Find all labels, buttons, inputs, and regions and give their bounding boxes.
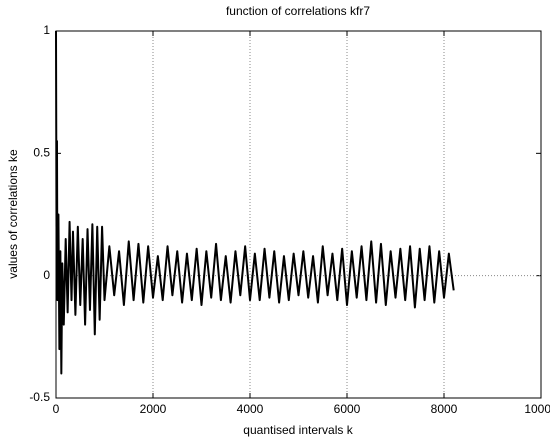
x-axis-label: quantised intervals k — [243, 423, 353, 437]
y-axis-label: values of correlations ke — [6, 149, 20, 279]
x-tick-label: 10000 — [524, 402, 550, 416]
y-tick-label: -0.5 — [29, 390, 50, 404]
x-tick-label: 0 — [53, 402, 60, 416]
plot-frame — [55, 30, 542, 399]
x-tick-label: 8000 — [431, 402, 458, 416]
y-tick-label: 0.5 — [33, 146, 50, 160]
chart-title: function of correlations kfr7 — [226, 4, 370, 18]
y-tick-label: 0 — [43, 268, 50, 282]
data-line — [55, 30, 455, 375]
x-tick-label: 6000 — [334, 402, 361, 416]
y-tick-label: 1 — [43, 23, 50, 37]
x-tick-label: 4000 — [237, 402, 264, 416]
x-tick-label: 2000 — [140, 402, 167, 416]
